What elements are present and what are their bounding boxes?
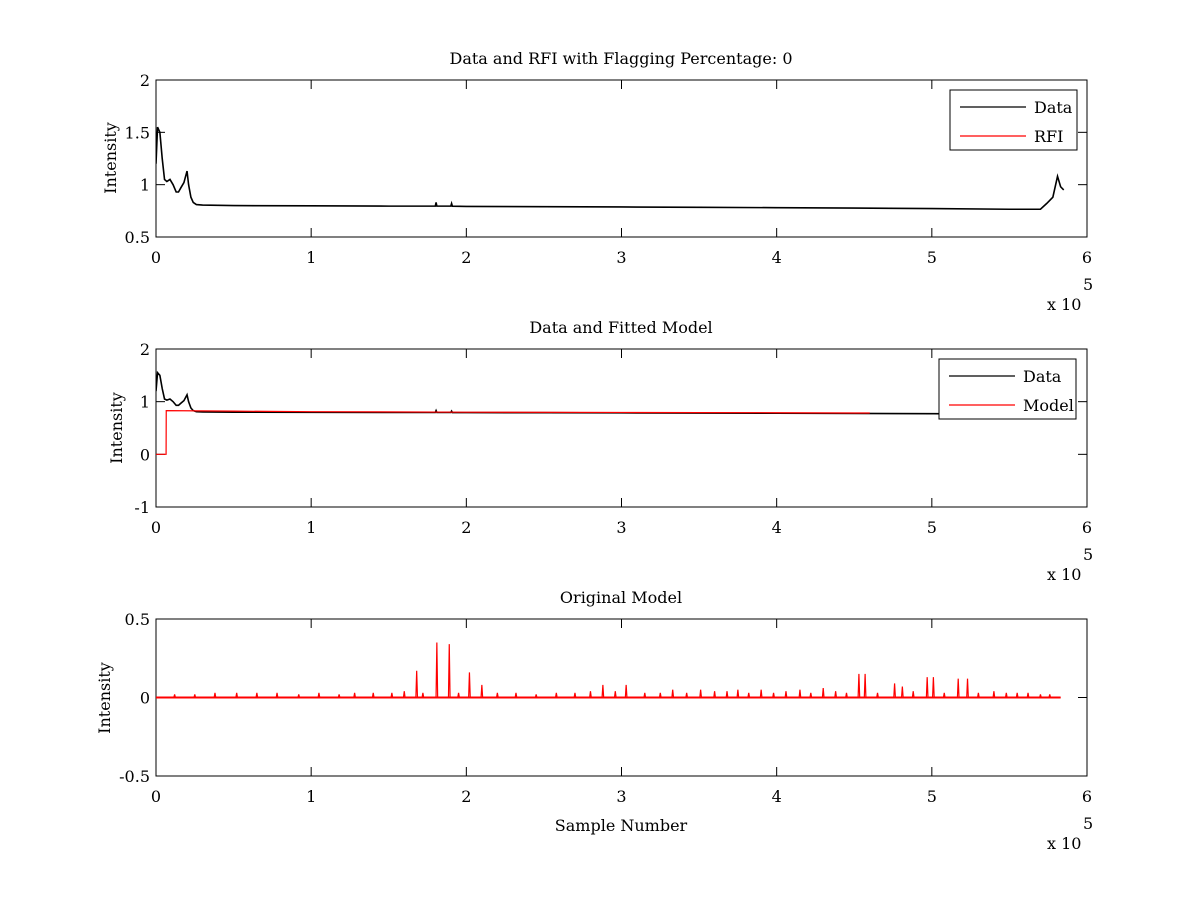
legend: Data Model <box>938 358 1077 420</box>
x-tick-label: 3 <box>616 518 626 537</box>
series-group <box>156 642 1061 699</box>
x-tick-label: 2 <box>461 787 471 806</box>
y-tick-label: 1 <box>140 176 150 195</box>
x-exponent-power: 5 <box>1083 545 1093 564</box>
legend-box <box>949 89 1078 151</box>
legend: Data RFI <box>949 89 1078 151</box>
x-tick-label: 6 <box>1082 248 1092 267</box>
x-tick-label: 3 <box>616 248 626 267</box>
panel-bottom-title: Original Model <box>560 588 682 607</box>
x-tick-label: 6 <box>1082 518 1092 537</box>
panel-bottom-plot-area: 0 1 2 3 4 5 6-0.500.5x 105 <box>119 610 1093 853</box>
x-tick-label: 6 <box>1082 787 1092 806</box>
legend-label-data: Data <box>1034 98 1073 117</box>
y-tick-label: 0.5 <box>125 610 150 629</box>
x-tick-label: 0 <box>151 518 161 537</box>
legend-box <box>938 358 1077 420</box>
x-tick-label: 4 <box>772 248 782 267</box>
x-exponent-label: x 10 <box>1047 565 1081 584</box>
legend-label-model: Model <box>1023 396 1074 415</box>
panel-top-ylabel: Intensity <box>101 122 120 194</box>
panel-top: Data and RFI with Flagging Percentage: 0… <box>101 49 1093 314</box>
x-tick-label: 3 <box>616 787 626 806</box>
x-tick-label: 4 <box>772 518 782 537</box>
x-tick-label: 1 <box>306 787 316 806</box>
legend-label-data: Data <box>1023 367 1062 386</box>
y-tick-label: 0.5 <box>125 228 150 247</box>
y-tick-label: -1 <box>134 498 150 517</box>
legend-label-rfi: RFI <box>1034 127 1063 146</box>
x-tick-label: 5 <box>927 248 937 267</box>
x-tick-label: 1 <box>306 518 316 537</box>
x-exponent-label: x 10 <box>1047 834 1081 853</box>
panel-middle-title: Data and Fitted Model <box>529 318 712 337</box>
y-tick-label: 2 <box>140 340 150 359</box>
x-exponent-power: 5 <box>1083 275 1093 294</box>
x-tick-label: 1 <box>306 248 316 267</box>
x-tick-label: 0 <box>151 787 161 806</box>
panel-top-title: Data and RFI with Flagging Percentage: 0 <box>449 49 792 68</box>
panel-middle: Data and Fitted Model Intensity 0 1 2 3 4 5 6 -… <box>107 318 1093 584</box>
x-tick-label: 5 <box>927 787 937 806</box>
x-tick-label: 2 <box>461 518 471 537</box>
x-exponent-label: x 10 <box>1047 295 1081 314</box>
series-group <box>156 126 1065 211</box>
series-group <box>156 370 1010 455</box>
x-tick-label: 5 <box>927 518 937 537</box>
y-tick-label: 1.5 <box>125 123 150 142</box>
series-line-model <box>156 410 870 455</box>
y-tick-label: -0.5 <box>119 767 150 786</box>
panel-bottom-xlabel: Sample Number <box>555 816 688 835</box>
y-tick-label: 1 <box>140 393 150 412</box>
y-tick-label: 2 <box>140 71 150 90</box>
panel-bottom-ylabel: Intensity <box>95 662 114 734</box>
x-exponent-power: 5 <box>1083 814 1093 833</box>
y-tick-label: 0 <box>140 689 150 708</box>
x-tick-label: 0 <box>151 248 161 267</box>
y-tick-label: 0 <box>140 445 150 464</box>
x-tick-label: 4 <box>772 787 782 806</box>
x-tick-label: 2 <box>461 248 471 267</box>
panel-middle-ylabel: Intensity <box>107 392 126 464</box>
series-line-data <box>156 126 1065 211</box>
panel-bottom: Original Model Intensity Sample Number 0… <box>95 588 1093 853</box>
